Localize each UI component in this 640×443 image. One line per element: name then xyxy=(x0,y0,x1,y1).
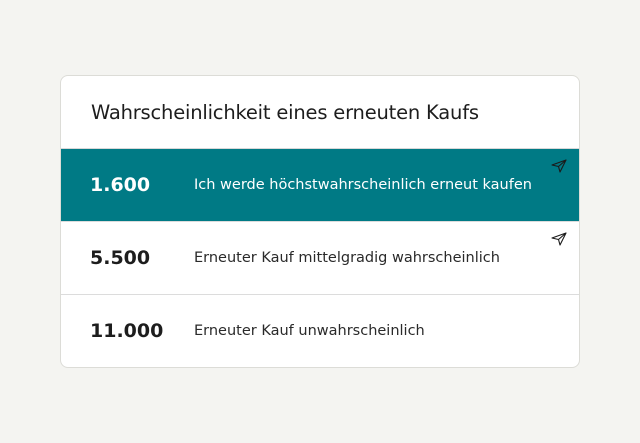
option-value: 11.000 xyxy=(90,320,164,342)
option-row-medium[interactable]: 5.500 Erneuter Kauf mittelgradig wahrsch… xyxy=(61,222,579,295)
repurchase-likelihood-card: Wahrscheinlichkeit eines erneuten Kaufs … xyxy=(60,75,580,368)
card-title: Wahrscheinlichkeit eines erneuten Kaufs xyxy=(61,76,579,149)
option-label: Erneuter Kauf unwahrscheinlich xyxy=(194,323,425,339)
option-label: Erneuter Kauf mittelgradig wahrscheinlic… xyxy=(194,250,500,266)
option-value: 1.600 xyxy=(90,174,151,196)
option-label: Ich werde höchstwahrscheinlich erneut ka… xyxy=(194,177,532,193)
send-icon[interactable] xyxy=(551,159,567,173)
option-row-unlikely[interactable]: 11.000 Erneuter Kauf unwahrscheinlich xyxy=(61,295,579,367)
option-row-likely[interactable]: 1.600 Ich werde höchstwahrscheinlich ern… xyxy=(61,149,579,222)
send-icon[interactable] xyxy=(551,232,567,246)
option-value: 5.500 xyxy=(90,247,151,269)
